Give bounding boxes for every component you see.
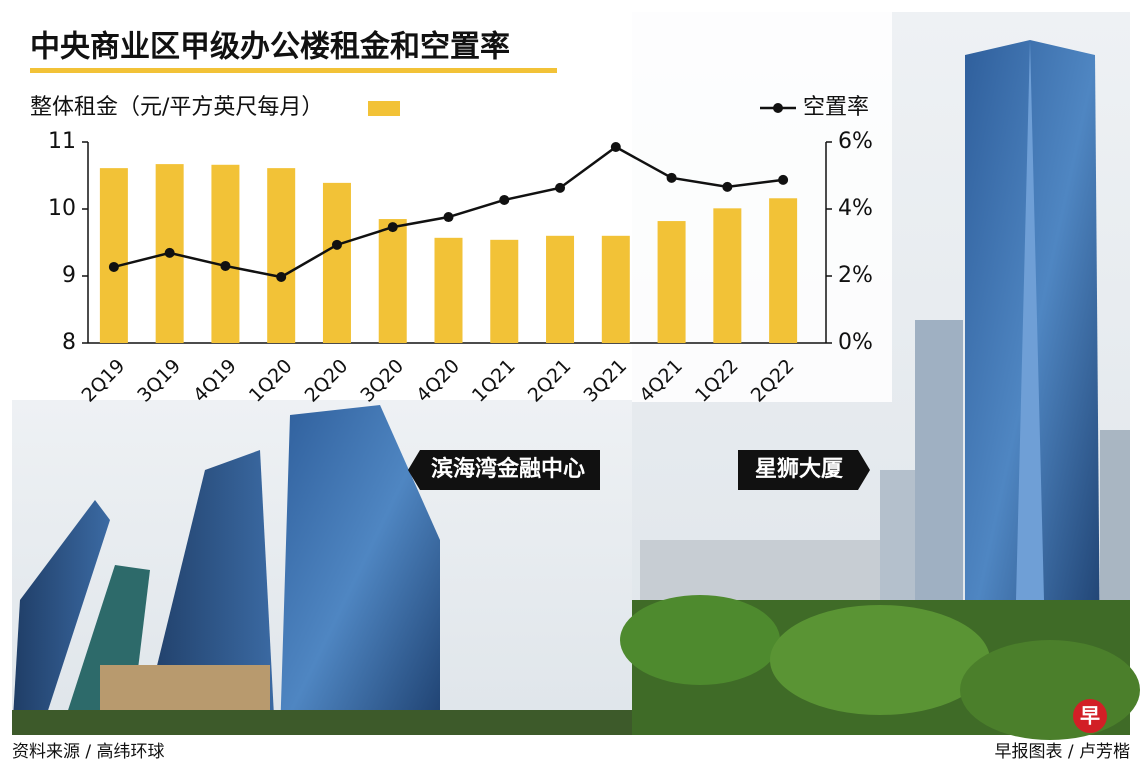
legend-swatch	[368, 101, 400, 116]
line-marker	[555, 182, 566, 193]
line-marker	[666, 172, 677, 183]
line-marker	[443, 212, 454, 223]
source: 资料来源 / 高纬环球	[12, 742, 165, 762]
line-marker	[722, 181, 733, 192]
bar	[713, 208, 742, 343]
y2-tick-label: 2%	[838, 263, 873, 288]
y2-tick-label: 4%	[838, 196, 873, 221]
line-marker	[499, 194, 510, 205]
photo-label: 滨海湾金融中心	[431, 456, 585, 482]
credit: 早报图表 / 卢芳楷	[994, 742, 1130, 762]
y-tick-label: 8	[62, 330, 76, 355]
label-box	[738, 450, 870, 490]
chart-title: 中央商业区甲级办公楼租金和空置率	[30, 30, 510, 65]
bar	[490, 239, 519, 343]
bar	[99, 168, 128, 343]
bar	[546, 235, 575, 343]
legend-label: 空置率	[803, 95, 869, 120]
y-tick-label: 9	[62, 263, 76, 288]
line-marker	[276, 272, 287, 283]
line-marker	[387, 222, 398, 233]
y-tick-label: 11	[48, 129, 76, 154]
bar	[769, 198, 798, 343]
line-marker	[610, 142, 621, 153]
y2-tick-label: 6%	[838, 129, 873, 154]
title-underline	[30, 68, 557, 73]
y-tick-label: 10	[48, 196, 76, 221]
bar	[601, 235, 630, 343]
line-marker	[220, 260, 231, 271]
line-marker	[164, 247, 175, 258]
bar	[322, 182, 351, 343]
legend-label: 整体租金（元/平方英尺每月）	[30, 95, 323, 120]
bar	[434, 237, 463, 343]
logo: 早	[1080, 704, 1100, 728]
y2-tick-label: 0%	[838, 330, 873, 355]
bar	[211, 164, 240, 343]
line-marker	[108, 261, 119, 272]
line-marker	[331, 239, 342, 250]
bar	[657, 221, 686, 343]
line-marker	[778, 174, 789, 185]
legend-marker	[773, 103, 783, 113]
bar	[267, 168, 296, 343]
logo-circle	[1073, 699, 1107, 733]
bar	[378, 219, 407, 343]
label-box	[408, 450, 600, 490]
photo-label: 星狮大厦	[755, 457, 843, 482]
